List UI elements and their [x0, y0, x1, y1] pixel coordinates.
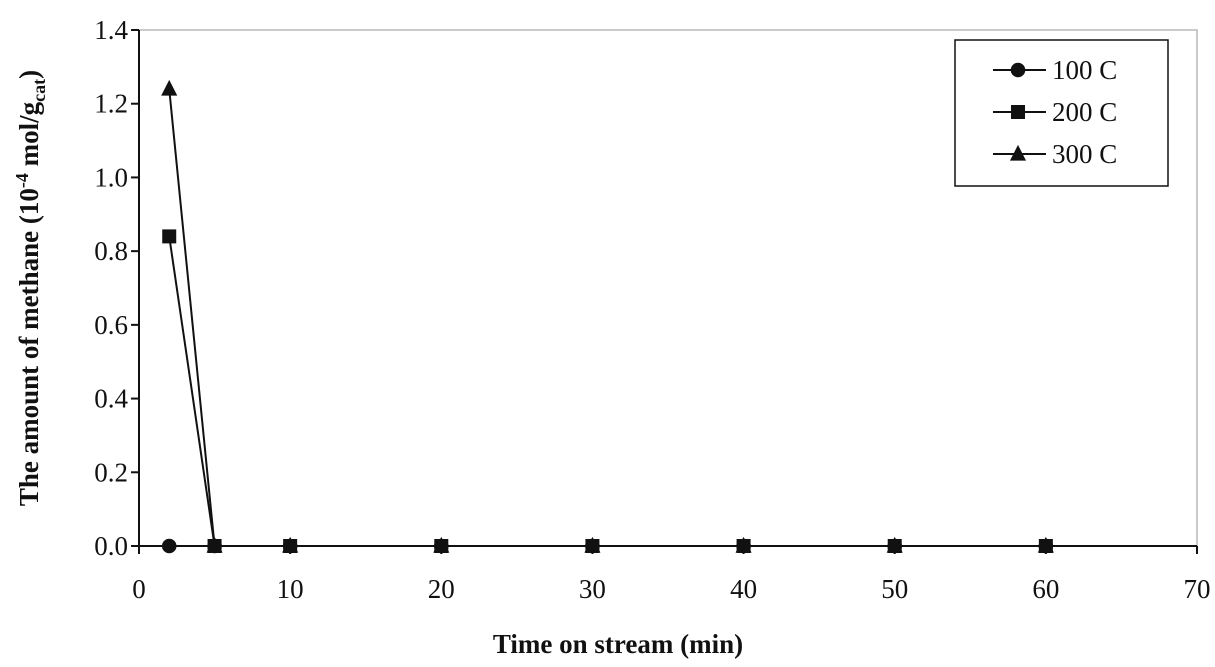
data-point-triangle [161, 79, 178, 96]
y-axis-title: The amount of methane (10-4 mol/gcat) [12, 70, 49, 506]
y-axis-title-unit-sub: cat [29, 79, 49, 102]
series-line-square [168, 236, 1046, 547]
y-tick-label: 1.2 [94, 89, 128, 119]
x-tick-label: 0 [132, 574, 146, 604]
y-axis-title-unit: mol/g [14, 101, 44, 173]
x-tick-label: 30 [579, 574, 606, 604]
legend-items: 100 C 200 C 300 C [993, 55, 1117, 169]
y-tick-label: 1.4 [94, 15, 128, 45]
x-tick-label: 10 [277, 574, 304, 604]
y-tick-label: 0.4 [94, 384, 128, 414]
x-axis-title: Time on stream (min) [493, 629, 743, 659]
y-axis-title-exponent: -4 [12, 173, 32, 188]
x-tick-label: 50 [881, 574, 908, 604]
legend-marker-circle [1010, 62, 1026, 78]
series-line-triangle [168, 88, 1046, 547]
legend-label: 300 C [1052, 139, 1117, 169]
legend-label: 200 C [1052, 97, 1117, 127]
y-tick-label: 0.8 [94, 236, 128, 266]
y-ticks: 0.0 0.2 0.4 0.6 0.8 1.0 1.2 1.4 [94, 15, 139, 561]
x-tick-label: 60 [1032, 574, 1059, 604]
legend-marker-triangle [1009, 144, 1027, 161]
legend-label: 100 C [1052, 55, 1117, 85]
x-ticks: 0 10 20 30 40 50 60 70 [132, 546, 1211, 604]
y-axis-title-main: The amount of methane (10 [14, 188, 44, 506]
y-tick-label: 0.2 [94, 457, 128, 487]
y-tick-label: 1.0 [94, 162, 128, 192]
legend-marker-square [1011, 105, 1025, 119]
legend-box [954, 39, 1169, 187]
x-tick-label: 20 [428, 574, 455, 604]
x-tick-label: 40 [730, 574, 757, 604]
y-tick-label: 0.6 [94, 310, 128, 340]
y-tick-label: 0.0 [94, 531, 128, 561]
series-layer [161, 79, 1054, 554]
legend: 100 C 200 C 300 C [954, 39, 1169, 187]
y-axis-title-close: ) [14, 70, 44, 79]
x-tick-label: 70 [1184, 574, 1211, 604]
data-point-square [162, 229, 177, 244]
